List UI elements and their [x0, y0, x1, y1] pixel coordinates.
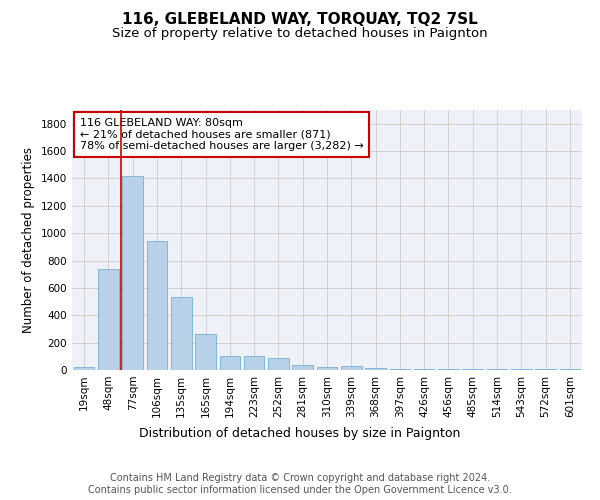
- Bar: [220, 356, 240, 370]
- Bar: [268, 358, 289, 370]
- Text: Size of property relative to detached houses in Paignton: Size of property relative to detached ho…: [112, 28, 488, 40]
- Text: Contains HM Land Registry data © Crown copyright and database right 2024.
Contai: Contains HM Land Registry data © Crown c…: [88, 474, 512, 495]
- Text: 116 GLEBELAND WAY: 80sqm
← 21% of detached houses are smaller (871)
78% of semi-: 116 GLEBELAND WAY: 80sqm ← 21% of detach…: [80, 118, 364, 151]
- Bar: [122, 176, 143, 370]
- Bar: [365, 368, 386, 370]
- Text: 116, GLEBELAND WAY, TORQUAY, TQ2 7SL: 116, GLEBELAND WAY, TORQUAY, TQ2 7SL: [122, 12, 478, 28]
- Bar: [74, 367, 94, 370]
- Bar: [317, 366, 337, 370]
- Text: Distribution of detached houses by size in Paignton: Distribution of detached houses by size …: [139, 428, 461, 440]
- Bar: [146, 242, 167, 370]
- Bar: [560, 368, 580, 370]
- Y-axis label: Number of detached properties: Number of detached properties: [22, 147, 35, 333]
- Bar: [414, 368, 434, 370]
- Bar: [292, 364, 313, 370]
- Bar: [389, 368, 410, 370]
- Bar: [244, 356, 265, 370]
- Bar: [171, 298, 191, 370]
- Bar: [195, 334, 216, 370]
- Bar: [341, 366, 362, 370]
- Bar: [98, 268, 119, 370]
